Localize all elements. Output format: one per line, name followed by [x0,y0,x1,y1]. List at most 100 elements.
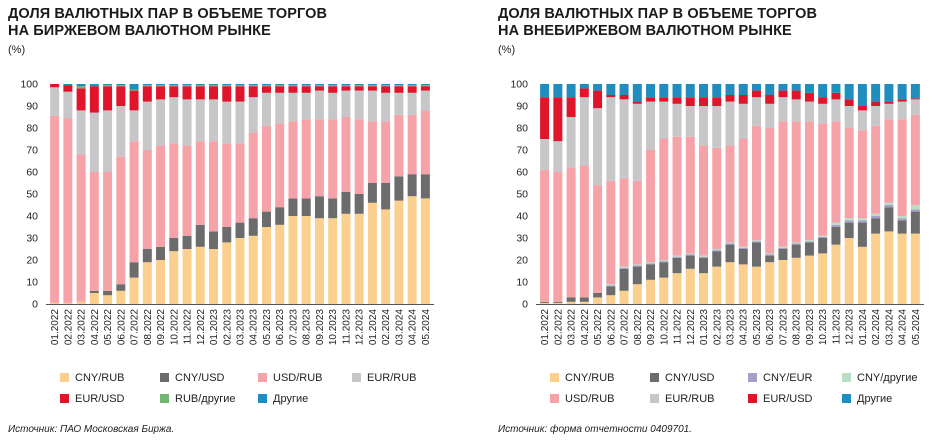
left-ytick-label: 100 [20,79,38,91]
left-ytick-label: 70 [26,145,38,157]
right-bar-segment-cny-rub [738,264,748,304]
left-bar-segment-другие [129,84,139,90]
right-bar-segment-cny-rub [857,246,867,304]
right-bar-segment-cny-usd [659,262,669,278]
right-xtick-label: 06.2023 [765,309,776,346]
left-bar-segment-eur-usd [116,86,126,106]
left-xtick-label: 01.2024 [368,309,379,346]
right-bar-segment-другие [566,84,576,98]
right-bar-segment-cny-eur [844,220,854,223]
right-ytick-label: 80 [516,123,528,135]
right-bar-segment-другие [871,84,881,102]
left-legend-swatch [160,394,169,403]
left-bar-segment-eur-rub [328,92,338,120]
left-legend-label: Другие [273,393,309,405]
right-legend-swatch [748,394,757,403]
right-bar-segment-другие [738,84,748,95]
left-bar-stack [261,84,271,304]
right-bar-segment-cny-rub [884,231,894,304]
left-ytick-label: 20 [26,255,38,267]
left-bar-stack [407,84,417,304]
right-bar-stack [871,84,881,304]
right-bar-segment-cny-usd [566,297,576,302]
left-bar-segment-cny-usd [407,174,417,197]
left-bar-segment-cny-rub [50,302,60,304]
right-bar-segment-cny-eur [725,243,735,245]
right-xtick-label: 02.2024 [871,309,882,346]
left-bar-segment-другие [116,84,126,86]
left-bar-segment-cny-rub [248,235,258,304]
right-bar-stack [646,84,656,304]
left-legend-label: RUB/другие [175,393,236,405]
left-bar-segment-cny-usd [222,227,232,243]
left-bar-segment-rub-другие [314,85,324,87]
right-bar-segment-cny-другие [831,222,841,225]
right-bar-segment-eur-usd [871,101,881,106]
left-bar-segment-eur-usd [288,86,298,93]
right-bar-stack [566,84,576,304]
right-xtick-label: 11.2022 [673,309,684,345]
right-bar-segment-cny-usd [844,222,854,238]
right-legend-label: CNY/другие [857,372,918,384]
right-unit-label: (%) [498,44,516,56]
left-bar-segment-cny-rub [116,290,126,304]
left-bar-segment-usd-rub [169,143,179,238]
right-bar-segment-cny-rub [699,273,709,304]
left-xtick-label: 05.2022 [103,309,114,346]
right-bar-segment-cny-другие [632,264,642,266]
left-bar-segment-rub-другие [261,85,271,87]
right-bar-segment-eur-usd [910,98,920,100]
left-bar-segment-eur-usd [381,86,391,93]
right-bar-segment-eur-usd [844,99,854,106]
right-bar-segment-usd-rub [884,119,894,203]
left-legend-label: EUR/RUB [367,372,417,384]
right-legend-item-cny-rub: CNY/RUB [550,372,615,384]
left-bar-segment-rub-другие [367,85,377,87]
left-bar-segment-другие [407,84,417,86]
right-bar-segment-cny-другие [778,246,788,248]
left-legend: CNY/RUB CNY/USD USD/RUB EUR/RUB EUR/USD RUB/д… [0,372,470,416]
right-bar-segment-cny-eur [818,236,828,238]
left-bar-segment-usd-rub [142,150,152,249]
right-bar-segment-cny-rub [606,295,616,304]
right-bar-segment-eur-rub [844,106,854,128]
right-bar-segment-cny-другие [725,242,735,244]
right-bar-segment-cny-eur [804,241,814,243]
right-bar-segment-cny-usd [672,257,682,274]
right-bar-segment-eur-rub [619,99,629,179]
left-bar-segment-cny-usd [394,176,404,201]
left-bar-segment-eur-usd [129,90,139,111]
left-bar-segment-eur-usd [209,86,219,100]
left-legend-item-cny-usd: CNY/USD [160,372,225,384]
left-xtick-label: 01.2022 [50,309,61,346]
right-bar-segment-cny-другие [804,240,814,242]
right-ytick-label: 100 [510,79,528,91]
left-bar-segment-usd-rub [116,156,126,285]
left-bar-segment-cny-usd [116,284,126,291]
left-bar-stack [222,84,232,304]
right-bar-segment-usd-rub [646,150,656,263]
right-bar-stack [553,84,563,304]
left-bar-segment-rub-другие [169,85,179,87]
right-bar-segment-cny-usd [791,244,801,258]
right-bar-segment-cny-eur [871,216,881,219]
left-xtick-label: 09.2022 [156,309,167,346]
left-bar-segment-rub-другие [209,85,219,87]
right-bar-segment-другие [553,84,563,98]
left-xtick-label: 02.2023 [222,309,233,346]
right-bar-segment-cny-usd [765,255,775,263]
left-ytick-label: 80 [26,123,38,135]
right-ytick-label: 0 [522,299,528,311]
right-bar-segment-другие [632,84,642,102]
left-legend-swatch [258,394,267,403]
left-bar-segment-eur-rub [142,101,152,150]
right-bar-segment-cny-eur [672,256,682,258]
right-legend-swatch [550,373,559,382]
right-ytick-label: 20 [516,255,528,267]
left-xtick-label: 03.2023 [236,309,247,346]
right-bar-segment-usd-rub [857,130,867,219]
left-bar-segment-eur-usd [314,86,324,91]
right-bar-segment-другие [778,84,788,91]
right-bar-segment-eur-rub [606,97,616,181]
